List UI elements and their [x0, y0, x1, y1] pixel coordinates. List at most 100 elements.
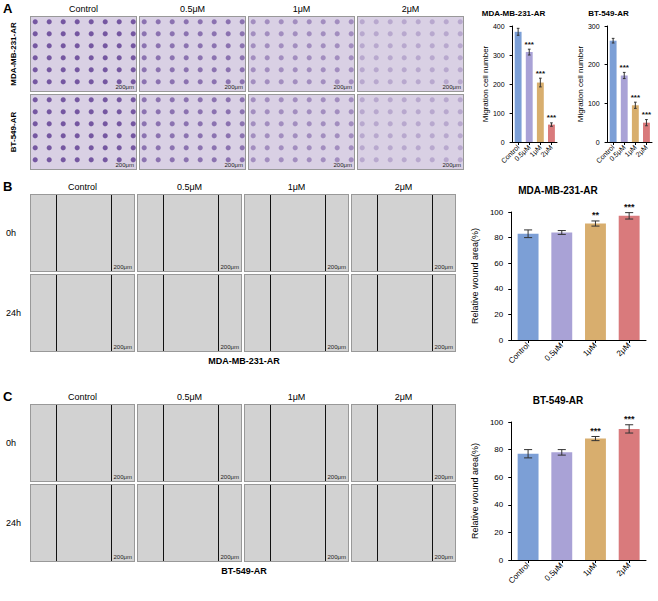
html-text:200μm: 200μm [113, 474, 132, 480]
svg-text:Control: Control [507, 341, 532, 366]
svg-text:BT-549-AR: BT-549-AR [588, 9, 629, 18]
svg-text:100: 100 [490, 208, 504, 217]
svg-text:20: 20 [494, 528, 503, 537]
svg-text:0: 0 [596, 139, 600, 146]
html-text:0.5μM: 0.5μM [179, 4, 206, 14]
html-text:200μm: 200μm [333, 162, 352, 168]
svg-text:**: ** [592, 210, 600, 220]
svg-text:100: 100 [490, 418, 504, 427]
html-text:200μm: 200μm [442, 162, 461, 168]
svg-text:***: *** [536, 69, 546, 78]
html-text:1μM: 1μM [292, 4, 311, 14]
svg-text:***: *** [547, 113, 557, 122]
svg-text:***: *** [624, 414, 635, 424]
svg-text:300: 300 [588, 23, 600, 30]
svg-text:400: 400 [493, 23, 505, 30]
html-text:Control: Control [68, 392, 97, 402]
svg-text:200: 200 [588, 61, 600, 68]
html-text:200μm: 200μm [333, 84, 352, 90]
svg-text:0.5μM: 0.5μM [543, 341, 565, 363]
html-text:200μm: 200μm [327, 474, 346, 480]
html-text:200μm: 200μm [434, 264, 453, 270]
svg-text:40: 40 [494, 500, 503, 509]
html-text:2μM: 2μM [394, 392, 413, 402]
html-text:200μm: 200μm [220, 474, 239, 480]
html-text:0.5μM: 0.5μM [176, 182, 203, 192]
html-text:B: B [3, 179, 13, 194]
svg-text:BT-549-AR: BT-549-AR [533, 395, 584, 406]
svg-text:Control: Control [499, 143, 521, 165]
svg-text:100: 100 [493, 110, 505, 117]
svg-text:0: 0 [501, 139, 505, 146]
html-text:0.5μM: 0.5μM [176, 392, 203, 402]
html-text:1μM: 1μM [287, 392, 306, 402]
svg-text:1μM: 1μM [623, 143, 638, 159]
svg-text:0.5μM: 0.5μM [512, 143, 532, 163]
svg-text:20: 20 [494, 310, 503, 319]
html-text:2μM: 2μM [394, 182, 413, 192]
html-text:24h: 24h [6, 308, 21, 318]
svg-text:60: 60 [494, 259, 503, 268]
html-text:200μm: 200μm [434, 344, 453, 350]
html-text:200μm: 200μm [224, 84, 243, 90]
html-text:200μm: 200μm [442, 84, 461, 90]
svg-text:0: 0 [499, 556, 504, 565]
html-text:200μm: 200μm [113, 344, 132, 350]
html-text:200μm: 200μm [434, 474, 453, 480]
html-text:BT-549-AR: BT-549-AR [221, 566, 267, 576]
html-text:200μm: 200μm [327, 344, 346, 350]
svg-text:Control: Control [507, 561, 532, 586]
svg-text:Relative wound area(%): Relative wound area(%) [470, 443, 480, 539]
html-text:200μm: 200μm [115, 162, 134, 168]
svg-text:300: 300 [493, 52, 505, 59]
html-text:200μm: 200μm [113, 264, 132, 270]
html-text:Control: Control [68, 182, 97, 192]
svg-text:40: 40 [494, 284, 503, 293]
html-text:24h: 24h [6, 518, 21, 528]
svg-text:80: 80 [494, 445, 503, 454]
html-text:0h: 0h [6, 438, 16, 448]
html-text:200μm: 200μm [220, 264, 239, 270]
svg-text:***: *** [631, 93, 641, 102]
svg-text:MDA-MB-231-AR: MDA-MB-231-AR [518, 185, 598, 196]
html-text:0h: 0h [6, 228, 16, 238]
html-text:C: C [3, 389, 13, 404]
svg-text:***: *** [525, 40, 535, 49]
svg-text:2μM: 2μM [539, 143, 554, 158]
svg-text:***: *** [624, 202, 635, 212]
html-text:200μm: 200μm [220, 554, 239, 560]
svg-text:0.5μM: 0.5μM [543, 561, 565, 583]
svg-text:80: 80 [494, 233, 503, 242]
svg-text:***: *** [620, 63, 630, 72]
html-text:2μM: 2μM [401, 4, 420, 14]
svg-text:2μM: 2μM [615, 561, 632, 578]
svg-text:Migration cell number: Migration cell number [576, 45, 585, 122]
html-text:Control: Control [69, 4, 98, 14]
html-text:BT-549-AR: BT-549-AR [9, 111, 18, 153]
html-text:200μm: 200μm [115, 84, 134, 90]
html-text:200μm: 200μm [220, 344, 239, 350]
svg-text:1μM: 1μM [581, 341, 598, 358]
svg-text:2μM: 2μM [615, 341, 632, 358]
html-text:MDA-MB-231-AR: MDA-MB-231-AR [9, 22, 18, 86]
svg-text:MDA-MB-231-AR: MDA-MB-231-AR [482, 9, 546, 18]
svg-text:Relative wound area(%): Relative wound area(%) [470, 228, 480, 324]
svg-text:0.5μM: 0.5μM [607, 143, 627, 163]
svg-text:60: 60 [494, 473, 503, 482]
html-text:200μm: 200μm [224, 162, 243, 168]
svg-text:Migration cell number: Migration cell number [481, 45, 490, 122]
svg-text:Control: Control [594, 143, 616, 165]
svg-text:***: *** [590, 426, 601, 436]
svg-text:2μM: 2μM [634, 143, 649, 158]
html-text:200μm: 200μm [113, 554, 132, 560]
svg-text:1μM: 1μM [528, 143, 543, 159]
html-text:A: A [3, 1, 13, 16]
svg-text:0: 0 [499, 336, 504, 345]
html-text:200μm: 200μm [327, 264, 346, 270]
html-text:MDA-MB-231-AR: MDA-MB-231-AR [208, 356, 280, 366]
svg-text:200: 200 [493, 81, 505, 88]
svg-text:***: *** [642, 110, 652, 119]
html-text:1μM: 1μM [287, 182, 306, 192]
svg-text:100: 100 [588, 100, 600, 107]
svg-text:1μM: 1μM [581, 561, 598, 578]
